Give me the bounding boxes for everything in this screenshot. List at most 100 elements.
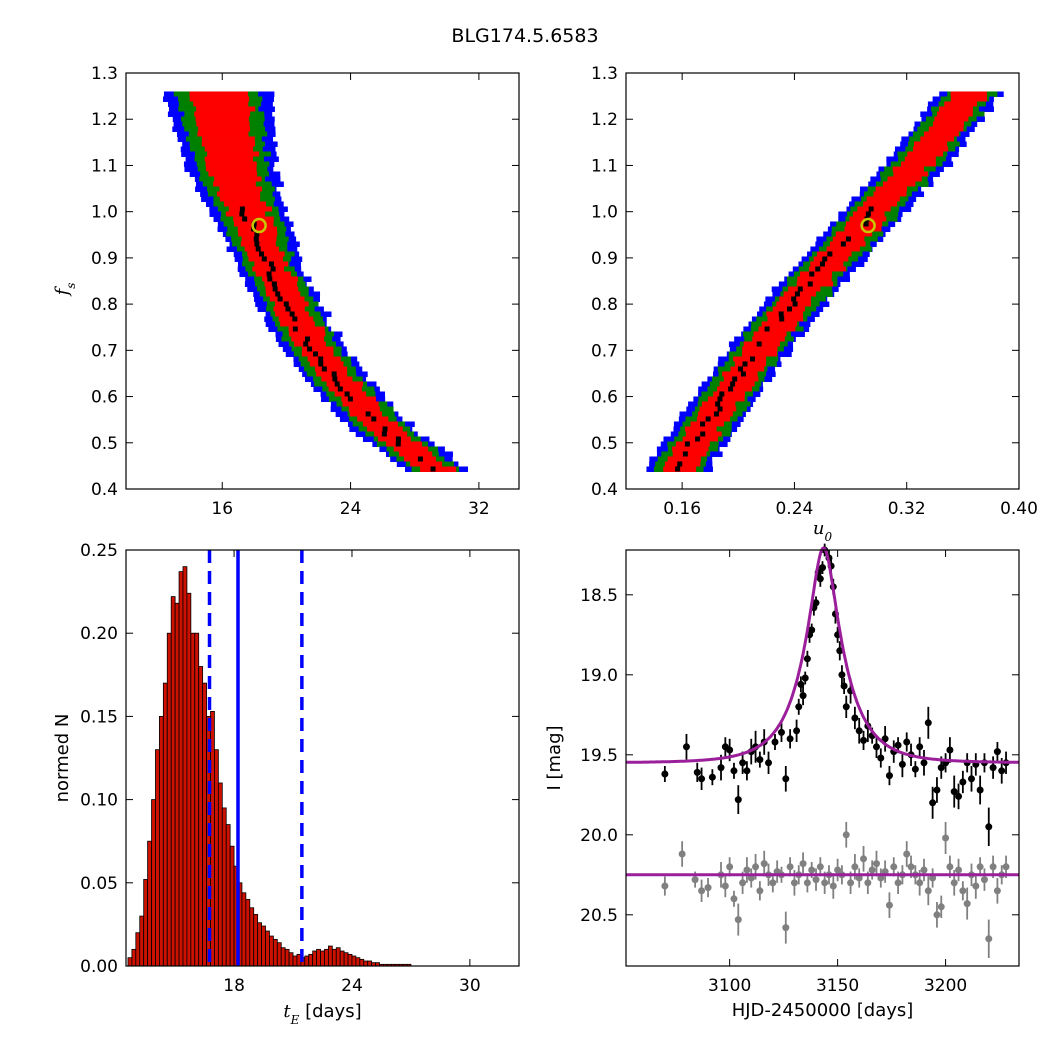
residual-point <box>985 935 993 943</box>
residual-point <box>821 879 829 887</box>
hist-bar <box>363 960 369 967</box>
contour-cell-inner <box>875 186 907 192</box>
contour-cell-inner <box>797 276 832 282</box>
contour-cell-core <box>742 361 748 367</box>
y-axis-label: fs <box>52 283 78 298</box>
contour-cell-inner <box>228 206 273 212</box>
hist-bar <box>288 952 294 967</box>
observation-point <box>920 759 928 767</box>
contour-cell-core <box>787 306 793 312</box>
contour-cell-inner <box>723 376 759 382</box>
contour-cell-core <box>682 451 688 457</box>
contour-cell-core <box>318 361 324 367</box>
x-tick-label: 30 <box>459 976 481 996</box>
y-axis-label: normed N <box>52 714 73 803</box>
hist-bar <box>202 682 207 967</box>
residual-point <box>959 887 967 895</box>
hist-bar <box>229 845 235 967</box>
contour-cell-inner <box>866 196 900 202</box>
contour-cell-inner <box>244 246 279 252</box>
residual-point <box>808 866 816 874</box>
contour-cell-core <box>347 396 353 402</box>
contour-cell-core <box>292 326 298 332</box>
observation-point <box>955 792 963 800</box>
x-tick-label: 32 <box>468 499 490 519</box>
contour-cell-inner <box>892 166 924 172</box>
panel-u0-fs: 0.16 0.24 0.32 0.40 0.4 0.5 0.6 0.7 0.8 0.9 1.0 1.1… <box>591 64 1038 544</box>
contour-cell-inner <box>410 461 443 467</box>
x-tick-label: 0.40 <box>1000 499 1038 519</box>
contour-cell-inner <box>205 166 257 172</box>
hist-bar <box>190 632 196 967</box>
contour-cell-inner <box>280 321 315 327</box>
residual-point <box>812 876 820 884</box>
observation-point <box>840 682 848 690</box>
hist-bar <box>331 948 337 967</box>
contour-cell-inner <box>201 136 255 142</box>
contour-cell-inner <box>950 96 988 102</box>
hist-bar <box>261 925 266 967</box>
contour-cell-inner <box>901 161 936 167</box>
contour-cell-inner <box>928 126 964 132</box>
observation-point <box>929 799 937 807</box>
contour-cell-core <box>730 381 736 387</box>
residual-point <box>864 879 872 887</box>
contour-cell-inner <box>722 371 758 377</box>
hist-bar <box>265 930 270 967</box>
observation-point <box>786 735 794 743</box>
hist-bar <box>343 952 349 967</box>
contour-cell-core <box>272 286 278 292</box>
y-tick-label: 1.0 <box>91 203 118 223</box>
residual-point <box>834 866 842 874</box>
contour-cell-inner <box>913 146 949 152</box>
x-tick-label: 3100 <box>708 976 751 996</box>
contour-cell-inner <box>341 396 377 402</box>
residual-point <box>903 850 911 858</box>
contour-cell-inner <box>301 346 334 352</box>
residual-point <box>799 860 807 868</box>
hist-bar <box>221 807 227 967</box>
contour-cell-core <box>271 281 277 287</box>
residual-point <box>860 855 868 863</box>
contour-cell-core <box>318 356 324 362</box>
contour-cell-inner <box>816 251 852 257</box>
observation-point <box>771 738 779 746</box>
contour-cell-inner <box>328 386 362 392</box>
contour-cell-inner <box>672 446 709 452</box>
observation-point <box>946 746 954 754</box>
contour-cell-core <box>321 366 327 372</box>
residual-point <box>739 879 747 887</box>
contour-cell-core <box>764 326 770 332</box>
contour-cell-core <box>791 296 797 302</box>
residual-point <box>786 863 794 871</box>
observation-point <box>661 770 669 778</box>
residual-point <box>721 882 729 890</box>
y-tick-label: 1.1 <box>591 156 618 176</box>
model-curve <box>626 546 1019 764</box>
contour-cell-inner <box>207 151 260 157</box>
contour-cell-inner <box>377 436 411 442</box>
contour-cell-core <box>303 341 309 347</box>
hist-bar <box>135 932 141 967</box>
observation-point <box>894 741 902 749</box>
contour-cell-inner <box>914 141 948 147</box>
contour-cell-core <box>705 416 711 422</box>
residual-point <box>847 879 855 887</box>
contour-cell-inner <box>758 326 796 332</box>
residual-point <box>752 863 760 871</box>
contour-cell-core <box>740 371 746 377</box>
contour-cell-core <box>285 306 291 312</box>
observation-point <box>739 759 747 767</box>
x-tick-label: 16 <box>211 499 233 519</box>
best-fit-marker <box>860 217 876 234</box>
panel-tE-fs: 16 24 32 0.4 0.5 0.6 0.7 0.8 0.9 1.0 1.1 1.2 1.3 fs <box>52 64 520 519</box>
y-tick-label: 18.5 <box>580 586 618 606</box>
contour-cell-core <box>259 251 265 257</box>
contour-cell-inner <box>198 126 251 132</box>
y-tick-label: 0.8 <box>591 295 618 315</box>
contour-cell-inner <box>252 266 285 272</box>
contour-cell-core <box>809 271 815 277</box>
observation-point <box>693 768 701 776</box>
contour-cell-inner <box>800 271 833 277</box>
